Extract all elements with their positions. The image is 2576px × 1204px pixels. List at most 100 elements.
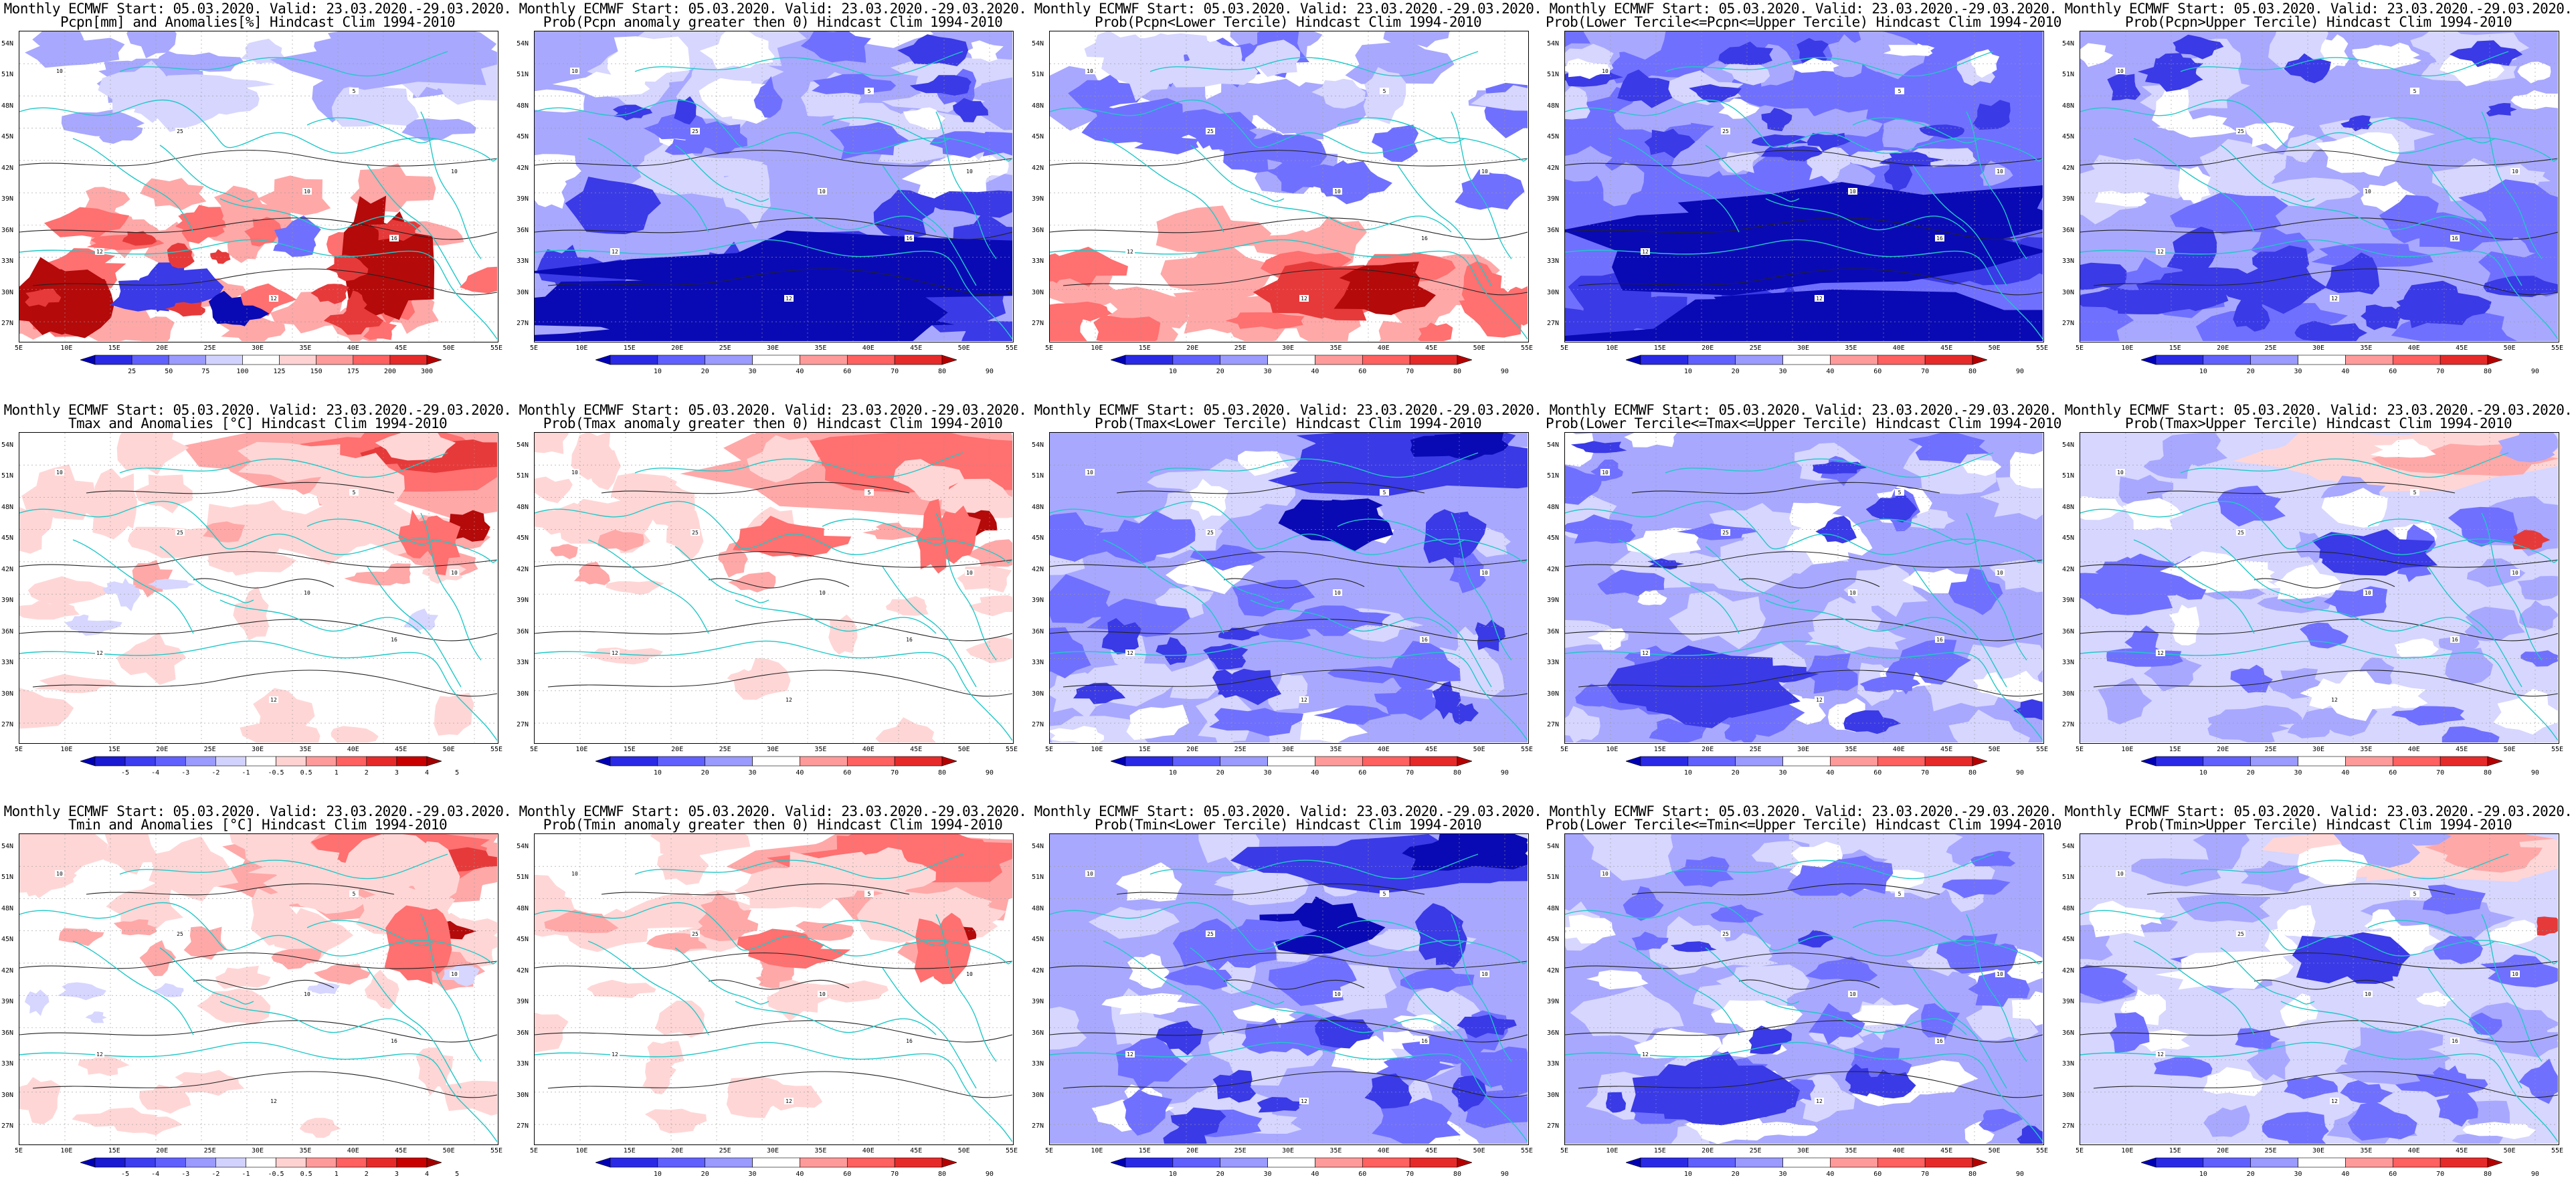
- latitude-label: 51N: [1032, 472, 1044, 480]
- colorbar-label: 70: [1406, 769, 1414, 777]
- colorbar-label: 0.5: [300, 769, 312, 777]
- longitude-label: 10E: [575, 344, 588, 352]
- colorbar-label: 70: [1921, 769, 1930, 777]
- map-panel-p34: Monthly ECMWF Start: 05.03.2020. Valid: …: [1546, 803, 2061, 1204]
- colorbar-label: 70: [1921, 1171, 1930, 1178]
- colorbar-label: -3: [181, 1171, 190, 1178]
- latitude-label: 36N: [1032, 1029, 1044, 1037]
- latitude-label: 51N: [1, 472, 14, 480]
- map-panel-p21: Monthly ECMWF Start: 05.03.2020. Valid: …: [0, 401, 515, 803]
- colorbar-label: 40: [2341, 769, 2350, 777]
- colorbar-label: 150: [310, 368, 323, 375]
- colorbar-label: -1: [242, 1171, 250, 1178]
- longitude-label: 35E: [814, 1147, 827, 1155]
- latitude-label: 39N: [1032, 998, 1044, 1006]
- panel-title-line1: Monthly ECMWF Start: 05.03.2020. Valid: …: [519, 803, 1027, 819]
- colorbar-label: 3: [394, 1171, 399, 1178]
- svg-text:12: 12: [1816, 697, 1823, 703]
- longitude-label: 25E: [2264, 344, 2277, 352]
- colorbar-swatch: [1640, 1157, 1689, 1168]
- map-frame: 10 25 10 16 12 12 10 5: [1049, 31, 1529, 342]
- longitude-label: 45E: [395, 344, 407, 352]
- latitude-label: 36N: [1, 1029, 14, 1037]
- colorbar-swatch: [1640, 355, 1689, 365]
- latitude-label: 45N: [2062, 534, 2075, 542]
- longitude-label: 30E: [1797, 746, 1810, 753]
- latitude-label: 39N: [2062, 195, 2075, 203]
- colorbar-swatch: [941, 756, 957, 767]
- longitude-label: 50E: [2503, 344, 2516, 352]
- svg-text:10: 10: [1602, 470, 1608, 476]
- longitude-label: 5E: [2075, 1147, 2084, 1155]
- colorbar: -5 -4 -3 -2 -1 -0.5 0.5 1 2 3 4 5: [80, 1157, 459, 1184]
- colorbar-swatch: [306, 1157, 337, 1168]
- longitude-label: 40E: [2407, 1147, 2420, 1155]
- latitude-label: 36N: [1032, 226, 1044, 234]
- colorbar-swatch: [215, 756, 246, 767]
- svg-text:16: 16: [906, 235, 913, 241]
- longitude-label: 40E: [862, 1147, 875, 1155]
- colorbar-swatch: [1111, 355, 1126, 365]
- svg-text:5: 5: [1383, 490, 1386, 496]
- longitude-label: 50E: [1473, 344, 1485, 352]
- svg-text:10: 10: [1334, 991, 1341, 997]
- longitude-label: 10E: [1091, 746, 1103, 753]
- longitude-label: 50E: [442, 1147, 455, 1155]
- colorbar-label: 80: [2483, 368, 2492, 375]
- svg-text:25: 25: [1722, 128, 1729, 134]
- latitude-label: 33N: [2062, 258, 2075, 266]
- svg-text:10: 10: [966, 169, 973, 175]
- panel-title-line2: Tmin and Anomalies [°C] Hindcast Clim 19…: [68, 817, 448, 833]
- latitude-label: 39N: [517, 998, 529, 1006]
- colorbar-swatch: [205, 355, 243, 365]
- longitude-label: 50E: [1473, 746, 1485, 753]
- colorbar-swatch: [1924, 1157, 1973, 1168]
- latitude-label: 36N: [2062, 1029, 2075, 1037]
- longitude-label: 30E: [1797, 344, 1810, 352]
- colorbar-swatch: [1172, 756, 1221, 767]
- latitude-label: 45N: [2062, 936, 2075, 944]
- field-map: 10 25 10 16 12 12 10 5: [535, 31, 1012, 341]
- longitude-label: 10E: [2121, 746, 2134, 753]
- colorbar-label: 30: [2294, 1171, 2302, 1178]
- longitude-label: 15E: [623, 746, 636, 753]
- colorbar-swatch: [752, 1157, 800, 1168]
- panel-title-line1: Monthly ECMWF Start: 05.03.2020. Valid: …: [1034, 1, 1542, 17]
- colorbar-swatch: [1362, 756, 1410, 767]
- latitude-label: 48N: [517, 102, 529, 110]
- colorbar-swatch: [131, 355, 169, 365]
- colorbar-label: 60: [1358, 769, 1367, 777]
- colorbar-swatch: [657, 1157, 706, 1168]
- longitude-label: 20E: [156, 746, 169, 753]
- latitude-label: 48N: [517, 503, 529, 511]
- latitude-label: 30N: [1032, 288, 1044, 296]
- colorbar-swatch: [1315, 1157, 1363, 1168]
- latitude-label: 27N: [2062, 1122, 2075, 1130]
- latitude-label: 33N: [1032, 258, 1044, 266]
- colorbar-swatch: [595, 1157, 611, 1168]
- colorbar-label: 10: [2199, 1171, 2207, 1178]
- longitude-label: 35E: [1845, 1147, 1857, 1155]
- svg-text:10: 10: [1087, 68, 1093, 74]
- colorbar-label: 20: [1731, 1171, 1740, 1178]
- svg-text:25: 25: [692, 128, 699, 134]
- svg-text:16: 16: [1421, 637, 1428, 643]
- colorbar-swatch: [1626, 355, 1641, 365]
- longitude-label: 45E: [1940, 746, 1953, 753]
- latitude-label: 30N: [1547, 690, 1560, 698]
- colorbar-swatch: [1782, 355, 1831, 365]
- svg-text:25: 25: [1207, 128, 1214, 134]
- svg-text:25: 25: [177, 530, 183, 536]
- latitude-label: 30N: [1, 690, 14, 698]
- svg-text:12: 12: [1301, 296, 1307, 302]
- longitude-label: 5E: [529, 344, 539, 352]
- latitude-label: 39N: [1547, 597, 1560, 605]
- map-frame: 10 25 10 16 12 12 10 5: [2080, 432, 2559, 744]
- svg-text:10: 10: [2365, 590, 2371, 596]
- colorbar-swatch: [353, 355, 391, 365]
- svg-text:12: 12: [270, 296, 277, 302]
- colorbar-swatch: [1315, 756, 1363, 767]
- colorbar-label: 60: [843, 368, 852, 375]
- colorbar: 10 20 30 40 60 70 80 90: [2141, 1157, 2539, 1184]
- colorbar-swatch: [846, 756, 895, 767]
